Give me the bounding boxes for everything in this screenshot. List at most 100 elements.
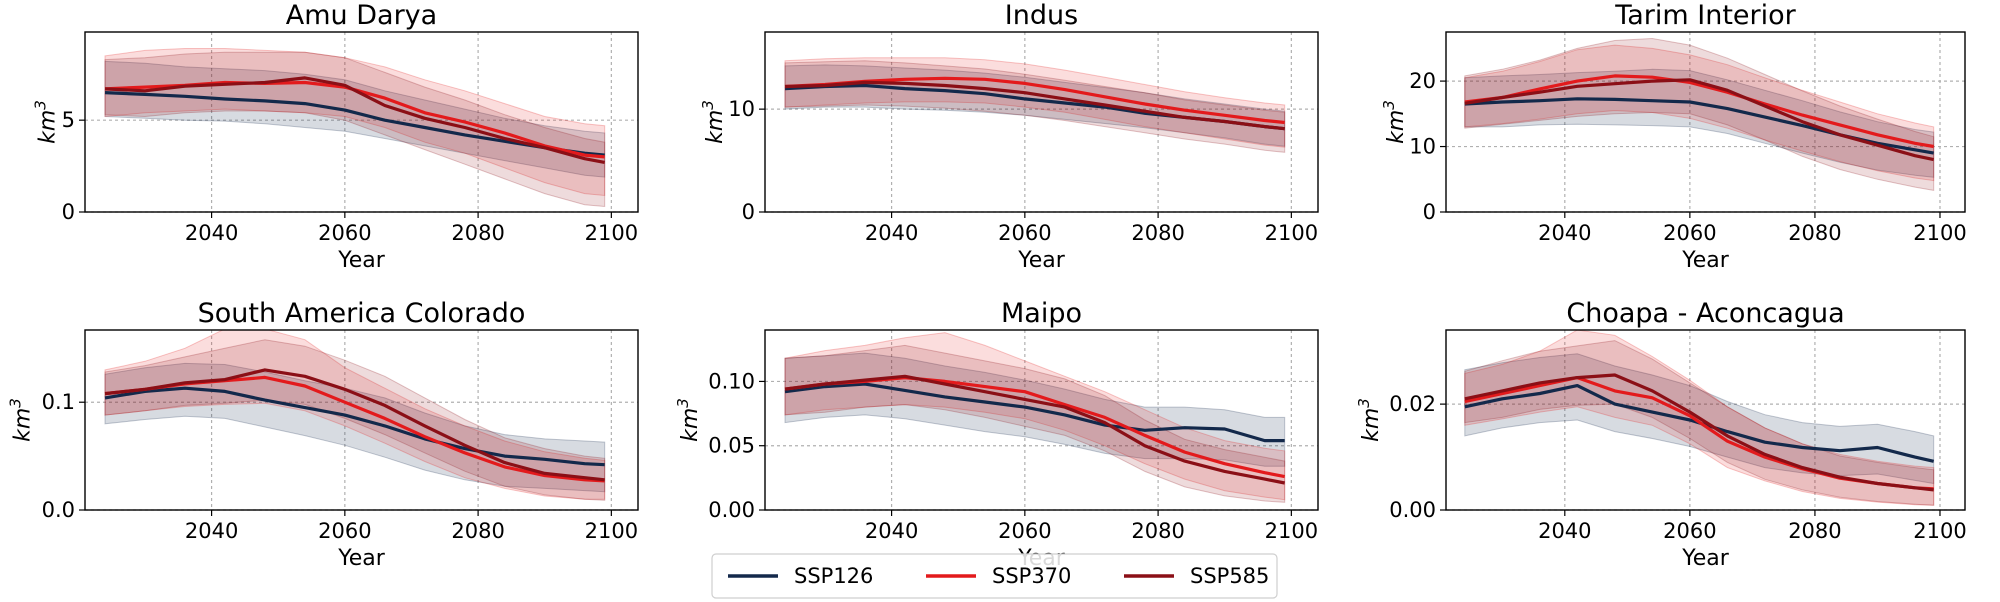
line-ssp585 bbox=[784, 80, 1285, 131]
y-axis-label-exponent: 3 bbox=[32, 100, 50, 110]
axes-frame bbox=[764, 329, 1319, 511]
x-tick-label: 2040 bbox=[865, 519, 918, 543]
x-tick-label: 2080 bbox=[451, 519, 504, 543]
legend-label-ssp585: SSP585 bbox=[1190, 564, 1269, 588]
panel-title: Indus bbox=[1005, 0, 1078, 31]
y-axis-label-exponent: 3 bbox=[674, 398, 692, 408]
x-axis-label: Year bbox=[337, 248, 386, 273]
x-tick-label: 2040 bbox=[185, 519, 238, 543]
legend-label-ssp126: SSP126 bbox=[794, 564, 873, 588]
panel-indus: 2040 2060 2080 2100 0 10 Indus Year km3 bbox=[699, 0, 1319, 273]
line-ssp126 bbox=[784, 382, 1285, 443]
x-tick-label: 2100 bbox=[1265, 519, 1318, 543]
y-axis-label-base: km bbox=[678, 408, 703, 442]
y-tick-label: 10 bbox=[1409, 135, 1436, 159]
plot-area bbox=[104, 330, 606, 501]
line-ssp126 bbox=[104, 386, 605, 467]
band-ssp126 bbox=[104, 60, 606, 178]
x-tick-label: 2060 bbox=[1663, 221, 1716, 245]
x-tick-label: 2040 bbox=[1538, 519, 1591, 543]
y-axis-label-base: km bbox=[36, 110, 61, 144]
y-axis-label: km3 bbox=[32, 100, 61, 144]
y-tick-label: 0.00 bbox=[708, 498, 755, 522]
plot-area bbox=[1464, 37, 1935, 191]
panel-title: Tarim Interior bbox=[1614, 0, 1796, 31]
x-tick-label: 2080 bbox=[451, 221, 504, 245]
y-axis-label: km3 bbox=[1380, 100, 1409, 144]
legend: SSP126 SSP370 SSP585 bbox=[711, 553, 1278, 599]
x-axis-label: Year bbox=[1681, 546, 1730, 571]
legend-label-ssp370: SSP370 bbox=[992, 564, 1071, 588]
y-tick-label: 0.05 bbox=[708, 434, 755, 458]
line-ssp370 bbox=[1464, 74, 1934, 149]
band-ssp585 bbox=[104, 339, 606, 501]
plot-area bbox=[1464, 330, 1935, 506]
plot-area bbox=[104, 48, 606, 208]
y-axis-label: km3 bbox=[699, 100, 728, 144]
x-tick-label: 2060 bbox=[1663, 519, 1716, 543]
panel-amu-darya: 2040 2060 2080 2100 0 5 Amu Darya Year km3 bbox=[32, 0, 639, 273]
y-tick-label: 0 bbox=[62, 200, 75, 224]
band-ssp126 bbox=[1464, 68, 1935, 178]
y-axis-label-base: km bbox=[1359, 408, 1384, 442]
y-tick-label: 5 bbox=[62, 108, 75, 132]
panel-choapa-aconcagua: 2040 2060 2080 2100 0.00 0.02 Choapa - Aconcag… bbox=[1355, 298, 1967, 571]
y-tick-label: 20 bbox=[1409, 69, 1436, 93]
y-tick-label: 0 bbox=[742, 200, 755, 224]
panel-tarim-interior: 2040 2060 2080 2100 0 10 20 Tarim Interior Year k… bbox=[1380, 0, 1967, 273]
x-tick-label: 2100 bbox=[1265, 221, 1318, 245]
y-tick-label: 0.1 bbox=[42, 390, 75, 414]
x-tick-label: 2080 bbox=[1788, 221, 1841, 245]
panel-title: Amu Darya bbox=[286, 0, 437, 31]
axes-frame bbox=[84, 329, 639, 511]
y-axis-label-base: km bbox=[703, 110, 728, 144]
y-tick-label: 0.10 bbox=[708, 369, 755, 393]
x-tick-label: 2040 bbox=[1538, 221, 1591, 245]
x-tick-label: 2060 bbox=[318, 221, 371, 245]
panel-title: South America Colorado bbox=[198, 298, 526, 329]
y-axis-label-exponent: 3 bbox=[1355, 398, 1373, 408]
y-axis-label: km3 bbox=[7, 398, 36, 442]
line-ssp585 bbox=[1464, 373, 1934, 492]
panel-south-america-colorado: 2040 2060 2080 2100 0.0 0.1 South America Colo… bbox=[7, 298, 639, 571]
y-tick-label: 0.00 bbox=[1389, 498, 1436, 522]
y-axis-label-base: km bbox=[1384, 110, 1409, 144]
x-axis-label: Year bbox=[1681, 248, 1730, 273]
y-tick-label: 10 bbox=[728, 97, 755, 121]
line-ssp585 bbox=[104, 76, 605, 164]
y-axis-label: km3 bbox=[674, 398, 703, 442]
line-ssp585 bbox=[104, 368, 605, 482]
axes-frame bbox=[84, 31, 639, 213]
x-tick-label: 2060 bbox=[998, 221, 1051, 245]
line-ssp585 bbox=[784, 374, 1286, 485]
x-tick-label: 2100 bbox=[1913, 221, 1966, 245]
y-axis-label-exponent: 3 bbox=[1380, 100, 1398, 110]
x-tick-label: 2080 bbox=[1131, 519, 1184, 543]
band-ssp585 bbox=[104, 51, 606, 208]
y-axis-label-base: km bbox=[11, 408, 36, 442]
y-tick-label: 0.0 bbox=[42, 498, 75, 522]
x-axis-label: Year bbox=[337, 546, 386, 571]
band-ssp585 bbox=[1464, 37, 1935, 191]
y-axis-label-exponent: 3 bbox=[7, 398, 25, 408]
line-ssp585 bbox=[1464, 78, 1935, 162]
x-tick-label: 2060 bbox=[998, 519, 1051, 543]
band-ssp585 bbox=[784, 344, 1286, 503]
y-tick-label: 0.02 bbox=[1389, 392, 1436, 416]
band-ssp370 bbox=[784, 332, 1286, 501]
x-tick-label: 2040 bbox=[185, 221, 238, 245]
x-tick-label: 2080 bbox=[1131, 221, 1184, 245]
panel-title: Choapa - Aconcagua bbox=[1566, 298, 1844, 329]
x-tick-label: 2100 bbox=[1913, 519, 1966, 543]
plot-area bbox=[784, 332, 1286, 503]
x-tick-label: 2100 bbox=[585, 221, 638, 245]
x-tick-label: 2100 bbox=[585, 519, 638, 543]
x-tick-label: 2060 bbox=[318, 519, 371, 543]
axes-frame bbox=[1445, 31, 1966, 213]
y-axis-label-exponent: 3 bbox=[699, 100, 717, 110]
y-axis-label: km3 bbox=[1355, 398, 1384, 442]
x-axis-label: Year bbox=[1017, 248, 1066, 273]
axes-frame bbox=[1445, 329, 1966, 511]
